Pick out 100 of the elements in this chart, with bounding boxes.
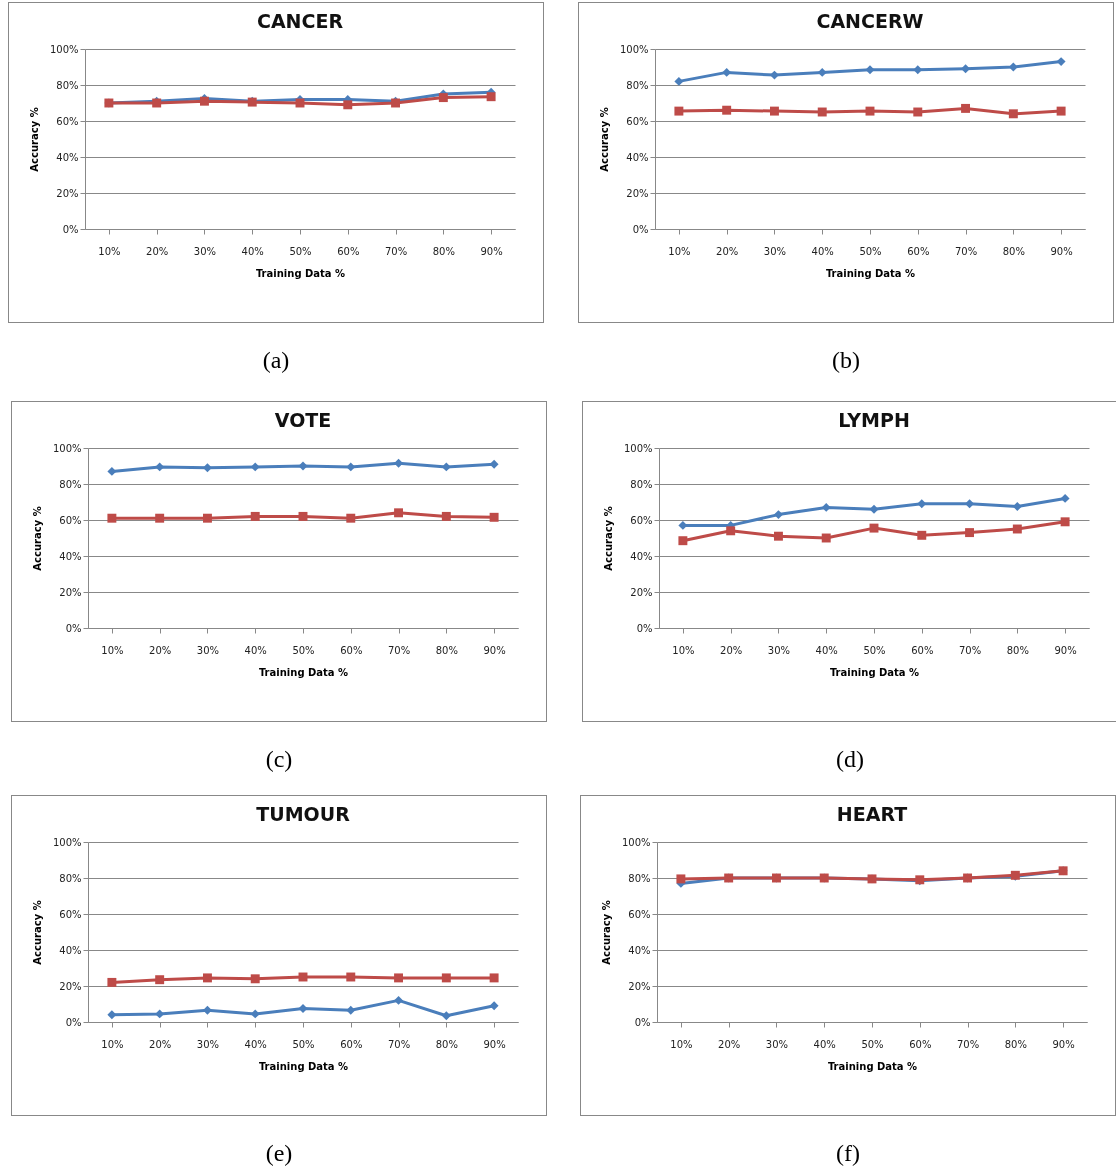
text: (d) bbox=[835, 746, 865, 773]
x-tick-label: 60% bbox=[909, 1038, 932, 1050]
y-tick-label: 100% bbox=[619, 43, 649, 55]
x-tick-label: 50% bbox=[292, 1038, 315, 1050]
x-tick-label: 90% bbox=[483, 644, 506, 656]
y-tick-label: 100% bbox=[52, 836, 82, 848]
y-tick-label: 60% bbox=[630, 514, 653, 526]
y-tick-label: 20% bbox=[628, 980, 651, 992]
y-tick-label: 20% bbox=[59, 980, 82, 992]
y-tick-label: 100% bbox=[49, 43, 79, 55]
point bbox=[489, 512, 499, 522]
x-tick-label: 70% bbox=[958, 644, 982, 656]
x-tick-label: 60% bbox=[340, 1038, 363, 1050]
point bbox=[773, 510, 783, 520]
x-tick-label: 60% bbox=[907, 245, 930, 257]
point bbox=[869, 523, 879, 533]
x-tick-label: 50% bbox=[292, 644, 315, 656]
y-tick-label: 0% bbox=[65, 622, 82, 634]
x-tick-label: 10% bbox=[101, 644, 124, 656]
x-axis-title: Training Data % bbox=[827, 1060, 918, 1072]
point bbox=[1056, 106, 1066, 116]
y-tick-label: 100% bbox=[52, 442, 82, 454]
point bbox=[346, 513, 356, 523]
x-axis-title: Training Data % bbox=[825, 267, 916, 279]
x-tick-label: 10% bbox=[670, 1038, 693, 1050]
y-tick-label: 0% bbox=[65, 1016, 82, 1028]
x-tick-label: 90% bbox=[1052, 1038, 1075, 1050]
point bbox=[913, 107, 923, 117]
x-axis-title: Training Data % bbox=[258, 666, 349, 678]
point bbox=[394, 508, 404, 518]
x-tick-label: 70% bbox=[956, 1038, 980, 1050]
x-tick-label: 70% bbox=[387, 644, 411, 656]
point bbox=[678, 536, 688, 546]
chart-title: CANCER bbox=[256, 10, 344, 32]
x-tick-label: 90% bbox=[480, 245, 503, 257]
point bbox=[394, 973, 404, 983]
x-tick-label: 20% bbox=[718, 1038, 741, 1050]
point bbox=[722, 67, 732, 77]
point bbox=[722, 105, 732, 115]
y-axis-title: Accuracy % bbox=[598, 107, 610, 172]
point bbox=[1060, 517, 1070, 527]
point bbox=[1060, 493, 1070, 503]
x-tick-label: 80% bbox=[435, 644, 458, 656]
point bbox=[346, 972, 356, 982]
x-axis-title: Training Data % bbox=[829, 666, 920, 678]
y-tick-label: 0% bbox=[636, 622, 653, 634]
x-tick-label: 20% bbox=[720, 644, 743, 656]
point bbox=[107, 1010, 117, 1020]
x-tick-label: 10% bbox=[668, 245, 691, 257]
y-tick-label: 100% bbox=[623, 442, 653, 454]
point bbox=[202, 973, 212, 983]
x-tick-label: 10% bbox=[672, 644, 695, 656]
point bbox=[821, 502, 831, 512]
x-tick-label: 80% bbox=[1004, 1038, 1027, 1050]
y-tick-label: 40% bbox=[59, 944, 82, 956]
point bbox=[817, 67, 827, 77]
y-tick-label: 60% bbox=[628, 908, 651, 920]
x-tick-label: 50% bbox=[863, 644, 886, 656]
x-axis-title: Training Data % bbox=[258, 1060, 349, 1072]
point bbox=[155, 975, 165, 985]
point bbox=[486, 92, 496, 102]
x-tick-label: 10% bbox=[101, 1038, 124, 1050]
chart-title: CANCERW bbox=[816, 10, 924, 32]
y-tick-label: 0% bbox=[62, 223, 79, 235]
x-tick-label: 80% bbox=[435, 1038, 458, 1050]
point bbox=[1008, 109, 1018, 119]
point bbox=[441, 973, 451, 983]
x-tick-label: 50% bbox=[289, 245, 312, 257]
x-tick-label: 80% bbox=[1002, 245, 1025, 257]
text: (e) bbox=[264, 1140, 294, 1167]
point bbox=[250, 511, 260, 521]
point bbox=[961, 103, 971, 113]
y-tick-label: 20% bbox=[59, 586, 82, 598]
y-tick-label: 20% bbox=[630, 586, 653, 598]
y-tick-label: 40% bbox=[56, 151, 79, 163]
point bbox=[821, 533, 831, 543]
point bbox=[769, 106, 779, 116]
y-axis-title: Accuracy % bbox=[31, 506, 43, 571]
x-tick-label: 20% bbox=[146, 245, 169, 257]
x-tick-label: 40% bbox=[244, 1038, 267, 1050]
point bbox=[1056, 57, 1066, 67]
y-tick-label: 20% bbox=[56, 187, 79, 199]
point bbox=[1012, 524, 1022, 534]
y-tick-label: 20% bbox=[626, 187, 649, 199]
point bbox=[346, 1005, 356, 1015]
x-tick-label: 50% bbox=[861, 1038, 884, 1050]
x-tick-label: 70% bbox=[387, 1038, 411, 1050]
point bbox=[107, 977, 117, 987]
y-tick-label: 80% bbox=[630, 478, 653, 490]
point bbox=[674, 76, 684, 86]
y-tick-label: 80% bbox=[56, 79, 79, 91]
y-axis-title: Accuracy % bbox=[31, 900, 43, 965]
point bbox=[865, 106, 875, 116]
y-axis-title: Accuracy % bbox=[602, 506, 614, 571]
x-tick-label: 20% bbox=[149, 1038, 172, 1050]
y-tick-label: 0% bbox=[634, 1016, 651, 1028]
point bbox=[917, 499, 927, 509]
text: (a) bbox=[261, 347, 291, 374]
y-axis-title: Accuracy % bbox=[28, 107, 40, 172]
chart-title: LYMPH bbox=[838, 409, 910, 431]
